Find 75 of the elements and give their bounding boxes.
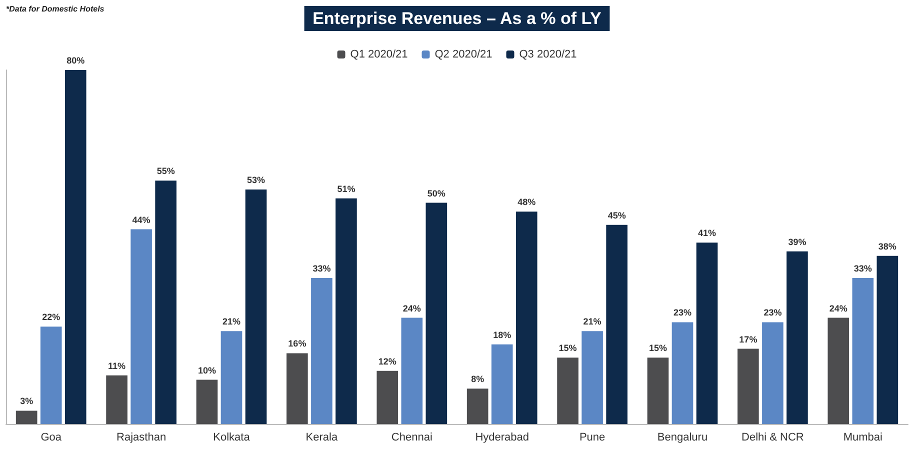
data-label: 23%	[764, 308, 782, 318]
bar	[852, 278, 874, 424]
bar	[786, 251, 808, 424]
text: *Data for Domestic Hotels	[6, 4, 105, 14]
bar	[336, 198, 357, 424]
data-label: 22%	[42, 312, 60, 322]
bar	[376, 370, 398, 424]
bar	[876, 256, 898, 424]
bar	[606, 224, 628, 424]
data-label: 21%	[222, 316, 241, 327]
data-label: 10%	[198, 365, 216, 376]
data-label: 45%	[608, 210, 626, 220]
x-tick-label: Kerala	[306, 432, 338, 444]
bar	[762, 322, 784, 424]
legend-label: Q2 2020/21	[434, 48, 492, 60]
data-label: 12%	[378, 356, 396, 366]
bar	[155, 180, 176, 424]
data-label: 24%	[829, 303, 848, 314]
data-label: 33%	[312, 263, 331, 274]
x-tick-label: Goa	[40, 432, 62, 444]
data-label: 21%	[583, 316, 602, 327]
bar	[557, 358, 578, 424]
bar	[286, 353, 308, 424]
data-label: 80%	[66, 56, 85, 66]
x-tick-label: Kolkata	[213, 432, 251, 444]
x-tick-label: Rajasthan	[116, 432, 166, 444]
data-label: 18%	[493, 330, 512, 340]
bar	[220, 331, 242, 424]
bar	[516, 212, 538, 424]
data-label: 3%	[20, 396, 34, 406]
bar	[582, 331, 603, 424]
bar	[828, 318, 850, 424]
data-label: 39%	[788, 236, 806, 247]
data-label: 23%	[673, 308, 692, 318]
x-tick-label: Pune	[579, 432, 606, 444]
bar	[738, 348, 759, 424]
bar	[130, 229, 152, 424]
x-tick-label: Mumbai	[843, 432, 882, 444]
bar	[401, 318, 423, 424]
legend-label: Q3 2020/21	[519, 48, 577, 60]
data-label: 44%	[132, 214, 150, 225]
data-label: 24%	[402, 303, 421, 314]
data-label: 41%	[698, 228, 716, 238]
data-label: 33%	[854, 263, 872, 274]
bar	[40, 326, 62, 424]
data-label: 38%	[878, 241, 896, 252]
bar	[106, 375, 128, 424]
legend-label: Q1 2020/21	[350, 48, 408, 60]
bar	[196, 380, 218, 424]
bar	[466, 388, 488, 424]
bar	[311, 278, 332, 424]
bar	[426, 202, 448, 424]
bar	[672, 322, 694, 424]
bar	[696, 242, 718, 424]
data-label: 15%	[558, 343, 577, 354]
x-tick-label: Chennai	[391, 432, 432, 444]
bar	[647, 358, 669, 424]
x-tick-label: Hyderabad	[475, 432, 530, 444]
data-label: 11%	[108, 360, 126, 371]
bar	[16, 410, 38, 424]
x-tick-label: Bengaluru	[657, 432, 708, 444]
x-tick-label: Delhi & NCR	[742, 432, 804, 444]
bar	[491, 344, 513, 424]
data-label: 50%	[427, 188, 446, 198]
data-label: 48%	[518, 197, 536, 208]
bar	[64, 70, 86, 424]
bar	[245, 189, 267, 424]
chart-title: Enterprise Revenues – As a % of LY	[312, 9, 602, 28]
data-label: 55%	[156, 166, 175, 176]
data-label: 17%	[739, 334, 758, 344]
data-label: 15%	[648, 343, 667, 354]
data-label: 8%	[471, 374, 484, 384]
data-label: 16%	[288, 338, 306, 349]
data-label: 53%	[247, 174, 266, 185]
data-label: 51%	[337, 184, 356, 194]
